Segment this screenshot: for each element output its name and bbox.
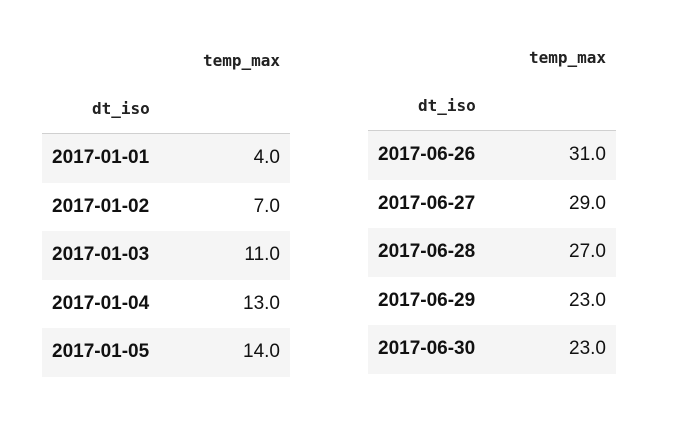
value-cell: 7.0 (253, 195, 280, 217)
table-row: 2017-06-26 31.0 (368, 131, 616, 180)
index-cell: 2017-01-02 (52, 195, 150, 217)
value-cell: 27.0 (569, 241, 606, 263)
table-body: 2017-06-26 31.0 2017-06-27 29.0 2017-06-… (368, 131, 616, 374)
table-row: 2017-01-04 13.0 (42, 279, 290, 328)
value-cell: 14.0 (243, 341, 280, 363)
table-row: 2017-06-27 29.0 (368, 179, 616, 228)
table-row: 2017-06-29 23.0 (368, 276, 616, 325)
index-cell: 2017-01-04 (52, 292, 150, 314)
index-cell: 2017-01-05 (52, 341, 150, 363)
column-header-temp-max: temp_max (202, 51, 280, 70)
table-row: 2017-01-01 4.0 (42, 134, 290, 183)
index-cell: 2017-06-27 (378, 192, 476, 214)
index-cell: 2017-06-30 (378, 338, 476, 360)
value-cell: 4.0 (253, 147, 280, 169)
value-cell: 11.0 (244, 244, 280, 266)
table-row: 2017-06-28 27.0 (368, 228, 616, 277)
column-header-temp-max: temp_max (528, 48, 606, 67)
table-row: 2017-01-02 7.0 (42, 182, 290, 231)
index-cell: 2017-01-01 (52, 147, 150, 169)
value-cell: 23.0 (569, 338, 606, 360)
header-divider (368, 130, 616, 131)
value-cell: 23.0 (569, 289, 606, 311)
value-cell: 29.0 (569, 192, 606, 214)
value-cell: 31.0 (569, 144, 606, 166)
table-row: 2017-01-03 11.0 (42, 231, 290, 280)
index-header-dt-iso: dt_iso (92, 99, 150, 118)
header-divider (42, 133, 290, 134)
index-header-dt-iso: dt_iso (418, 96, 476, 115)
index-cell: 2017-06-26 (378, 144, 476, 166)
value-cell: 13.0 (243, 292, 280, 314)
table-body: 2017-01-01 4.0 2017-01-02 7.0 2017-01-03… (42, 134, 290, 377)
index-cell: 2017-06-28 (378, 241, 476, 263)
table-row: 2017-06-30 23.0 (368, 325, 616, 374)
index-cell: 2017-01-03 (52, 244, 150, 266)
index-cell: 2017-06-29 (378, 289, 476, 311)
table-row: 2017-01-05 14.0 (42, 328, 290, 377)
